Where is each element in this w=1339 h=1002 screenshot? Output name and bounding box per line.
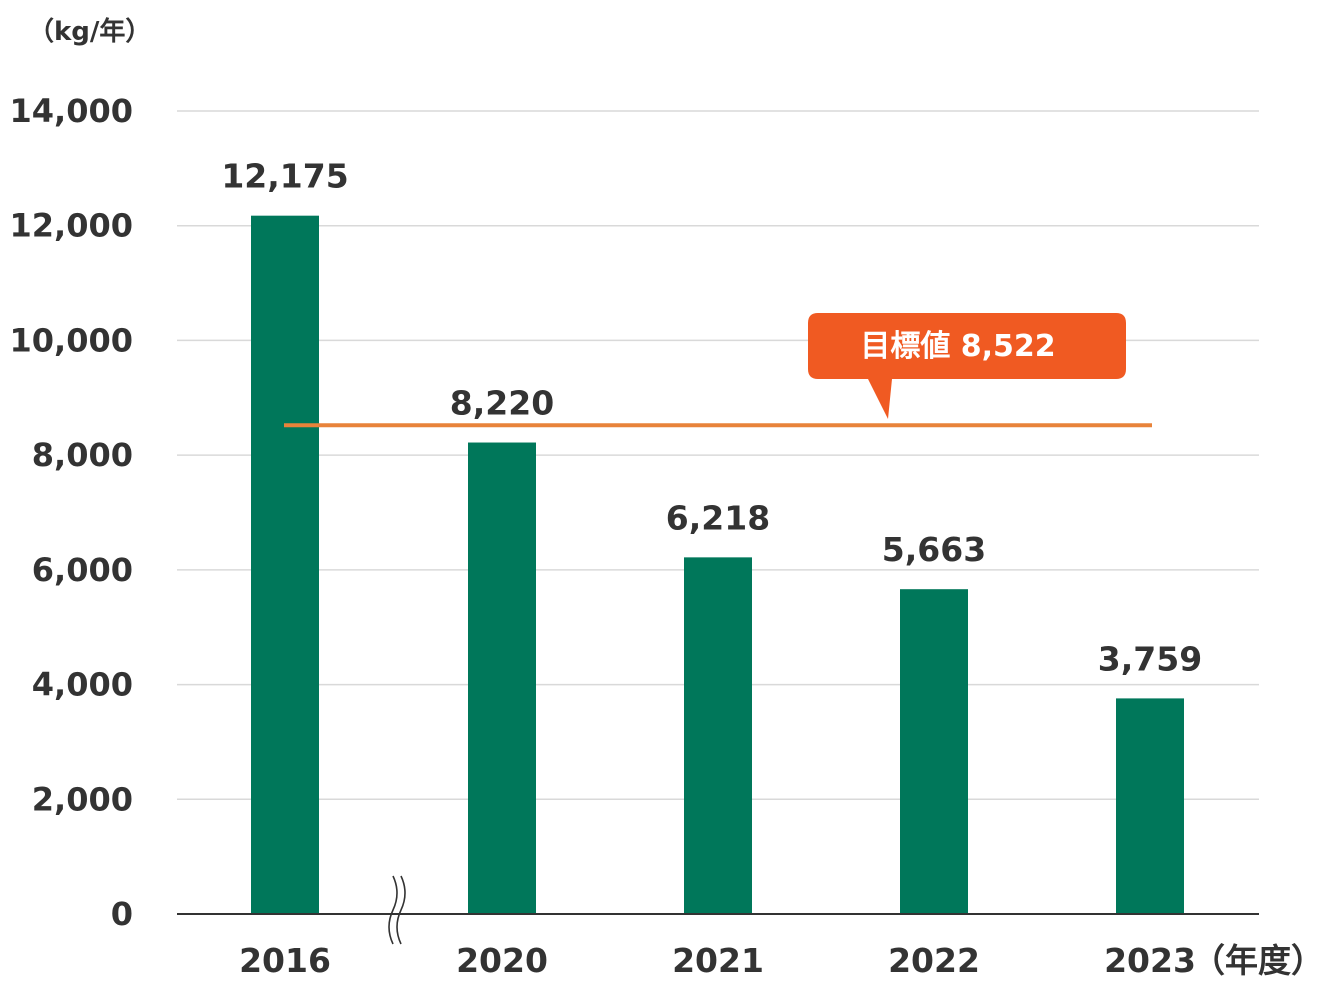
value-label-2022: 5,663 xyxy=(882,530,986,569)
y-tick-label: 2,000 xyxy=(32,780,133,818)
value-label-2021: 6,218 xyxy=(666,498,770,537)
bar-2021 xyxy=(684,557,752,914)
x-tick-label-2023: 2023 xyxy=(1104,941,1196,980)
x-tick-label-2020: 2020 xyxy=(456,941,548,980)
x-axis-unit-label: （年度） xyxy=(1192,941,1324,980)
y-tick-label: 4,000 xyxy=(32,666,133,704)
x-axis-labels: 2016 2020 2021 2022 2023 xyxy=(239,941,1196,980)
y-axis-unit-label: （kg/年） xyxy=(28,16,151,47)
target-callout xyxy=(808,313,1126,419)
value-label-2023: 3,759 xyxy=(1098,639,1202,678)
value-label-2020: 8,220 xyxy=(450,384,554,423)
value-labels: 12,175 8,220 6,218 5,663 3,759 xyxy=(221,157,1202,679)
target-line-group: 目標値 8,522 xyxy=(284,313,1152,428)
axis-break-line-right xyxy=(396,875,406,945)
x-tick-label-2021: 2021 xyxy=(672,941,764,980)
bar-2023 xyxy=(1116,698,1184,914)
y-tick-label: 6,000 xyxy=(32,551,133,589)
y-axis-ticks: 0 2,000 4,000 6,000 8,000 10,000 12,000 14,000 xyxy=(10,92,133,933)
y-tick-label: 0 xyxy=(111,895,133,933)
bars xyxy=(251,215,1184,915)
value-label-2016: 12,175 xyxy=(221,157,348,196)
x-tick-label-2016: 2016 xyxy=(239,941,331,980)
y-tick-label: 10,000 xyxy=(10,321,133,359)
bar-2016 xyxy=(251,215,319,915)
y-tick-label: 14,000 xyxy=(10,92,133,130)
y-tick-label: 12,000 xyxy=(10,207,133,245)
axis-break-line-left xyxy=(388,875,398,945)
y-tick-label: 8,000 xyxy=(32,436,133,474)
bar-2022 xyxy=(900,589,968,914)
x-tick-label-2022: 2022 xyxy=(888,941,980,980)
target-callout-label: 目標値 8,522 xyxy=(860,329,1055,364)
axis-break-mark xyxy=(388,875,406,945)
bar-2020 xyxy=(468,442,536,914)
